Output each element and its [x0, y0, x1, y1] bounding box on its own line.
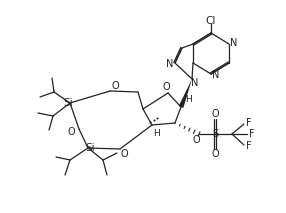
Text: O: O [67, 127, 75, 137]
Text: N: N [212, 70, 220, 80]
Text: F: F [246, 141, 252, 151]
Text: H: H [185, 95, 191, 105]
Text: Cl: Cl [206, 16, 216, 26]
Text: N: N [191, 78, 199, 88]
Text: F: F [246, 118, 252, 128]
Text: N: N [230, 38, 238, 48]
Text: O: O [162, 82, 170, 92]
Text: S: S [212, 129, 218, 139]
Text: O: O [211, 109, 219, 119]
Text: O: O [211, 149, 219, 159]
Text: H: H [154, 130, 160, 138]
Text: N: N [166, 59, 174, 69]
Text: O: O [120, 149, 128, 159]
Text: F: F [249, 129, 255, 139]
Text: Si: Si [63, 98, 73, 108]
Text: Si: Si [85, 143, 95, 153]
Text: O: O [111, 81, 119, 91]
Polygon shape [179, 79, 192, 108]
Text: O: O [192, 135, 200, 145]
